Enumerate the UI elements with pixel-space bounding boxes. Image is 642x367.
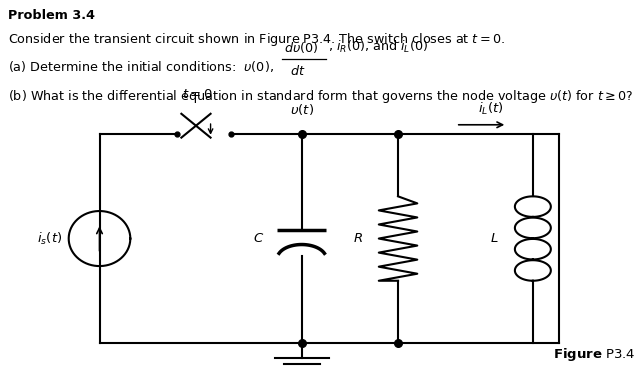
Text: $t=0$: $t=0$: [182, 88, 213, 101]
Text: (a) Determine the initial conditions:  $\upsilon(0)$,: (a) Determine the initial conditions: $\…: [8, 59, 273, 74]
Text: , $i_R(0)$, and $i_L(0)$: , $i_R(0)$, and $i_L(0)$: [328, 39, 428, 55]
Text: $\mathbf{Figure}$ P3.4: $\mathbf{Figure}$ P3.4: [553, 346, 636, 363]
Text: $i_L(t)$: $i_L(t)$: [478, 101, 504, 117]
Text: $R$: $R$: [352, 232, 363, 245]
Text: $i_s(t)$: $i_s(t)$: [37, 230, 62, 247]
Text: $d\upsilon(0)$: $d\upsilon(0)$: [284, 40, 318, 55]
Text: $dt$: $dt$: [290, 64, 306, 78]
Text: $C$: $C$: [254, 232, 265, 245]
Text: $\upsilon(t)$: $\upsilon(t)$: [290, 102, 314, 117]
Text: Consider the transient circuit shown in Figure P3.4. The switch closes at $t=0$.: Consider the transient circuit shown in …: [8, 31, 505, 48]
Text: $L$: $L$: [490, 232, 499, 245]
Text: (b) What is the differential equation in standard form that governs the node vol: (b) What is the differential equation in…: [8, 88, 633, 105]
Text: Problem 3.4: Problem 3.4: [8, 9, 95, 22]
